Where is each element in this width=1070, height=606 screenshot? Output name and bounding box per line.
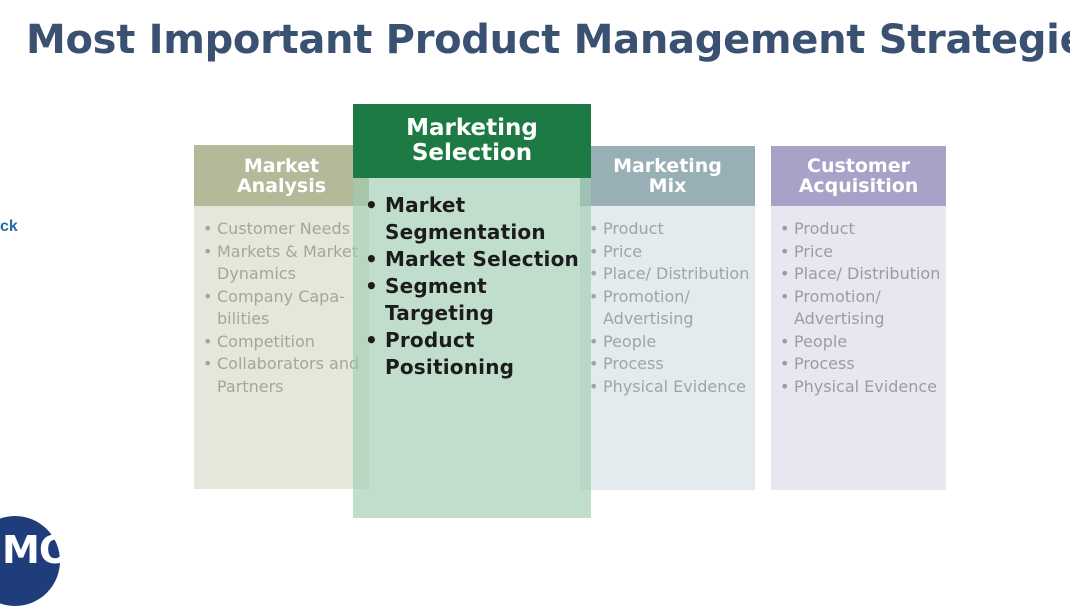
list-item: Markets & Market Dynamics (203, 241, 369, 286)
page-title: Most Important Product Management Strate… (26, 17, 1070, 63)
list-item: Promotion/ Advertising (780, 286, 946, 331)
heading-line: Acquisition (798, 175, 919, 197)
list-item: Price (589, 241, 755, 264)
list-item: Market Segmentation (365, 192, 591, 246)
heading-line: Mix (648, 175, 687, 197)
column-heading: Market Analysis (194, 145, 369, 206)
list-item: Customer Needs (203, 218, 369, 241)
column-marketing-selection: Marketing Selection Market Segmentation … (353, 104, 591, 518)
column-body: Market Segmentation Market Selection Seg… (353, 178, 591, 518)
column-customer-acquisition: Customer Acquisition Product Price Place… (771, 146, 946, 490)
column-marketing-mix: Marketing Mix Product Price Place/ Distr… (580, 146, 755, 490)
list-item: Place/ Distribution (780, 263, 946, 286)
list-item: Product (780, 218, 946, 241)
list-item: Collaborators and Partners (203, 353, 369, 398)
list-item: Product (589, 218, 755, 241)
logo-text: MOC (2, 528, 98, 572)
column-body: Product Price Place/ Distribution Promot… (580, 206, 755, 490)
list-item: Process (780, 353, 946, 376)
list-item: Physical Evidence (589, 376, 755, 399)
column-body: Product Price Place/ Distribution Promot… (771, 206, 946, 490)
list-item: Process (589, 353, 755, 376)
side-link-fragment[interactable]: ck (0, 218, 18, 235)
heading-line: Marketing (613, 155, 722, 177)
list-item: Company Capa-bilities (203, 286, 369, 331)
list-item: Physical Evidence (780, 376, 946, 399)
column-heading: Marketing Mix (580, 146, 755, 206)
column-heading: Customer Acquisition (771, 146, 946, 206)
column-body: Customer Needs Markets & Market Dynamics… (194, 206, 369, 489)
column-market-analysis: Market Analysis Customer Needs Markets &… (194, 145, 369, 489)
list-item: Market Selection (365, 246, 591, 273)
heading-line: Selection (411, 140, 533, 166)
list-item: People (780, 331, 946, 354)
list-item: Product Positioning (365, 327, 591, 381)
heading-line: Analysis (236, 174, 327, 197)
list-item: Segment Targeting (365, 273, 591, 327)
column-heading: Marketing Selection (353, 104, 591, 178)
list-item: Promotion/ Advertising (589, 286, 755, 331)
list-item: Competition (203, 331, 369, 354)
list-item: Price (780, 241, 946, 264)
list-item: Place/ Distribution (589, 263, 755, 286)
heading-line: Customer (807, 155, 910, 177)
heading-line: Market (243, 154, 320, 177)
heading-line: Marketing (406, 115, 538, 141)
list-item: People (589, 331, 755, 354)
